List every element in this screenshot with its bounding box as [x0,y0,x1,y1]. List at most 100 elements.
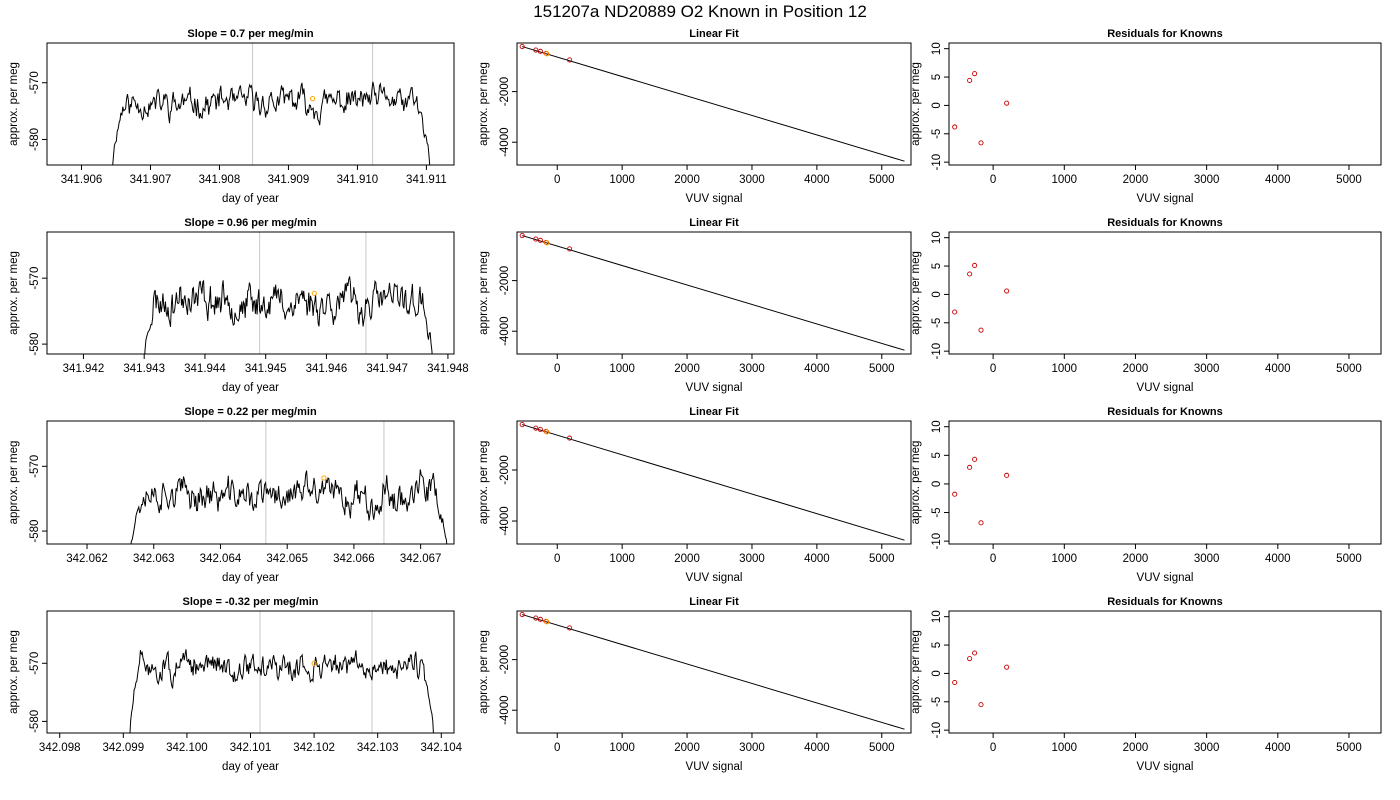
plot-area [519,232,905,351]
y-tick-label: -2000 [499,455,511,484]
x-tick-label: 2000 [674,363,700,375]
y-axis-label: approx. per meg [8,630,20,714]
data-point-0 [519,611,525,618]
y-tick-label: -580 [29,710,41,733]
highlight-point [544,240,550,246]
x-tick-label: 4000 [1265,363,1291,375]
x-tick-label: 342.062 [66,553,108,565]
x-tick-label: 2000 [674,742,700,754]
y-axis-label: approx. per meg [8,441,20,525]
x-tick-label: 342.098 [39,742,81,754]
x-tick-label: 341.948 [427,363,469,375]
panel-frame [948,231,1382,355]
x-tick-label: 5000 [1336,742,1362,754]
panel-r0-c0: Slope = 0.7 per meg/min 341.906 341.907 341… [8,28,455,205]
panel-title: Linear Fit [689,28,739,40]
orange-marker [311,290,317,296]
orange-marker [311,660,317,666]
fit-line [522,424,905,541]
y-tick-label: -580 [29,128,41,151]
panel-r2-c0: Slope = 0.22 per meg/min 342.062 342.063 34… [8,406,455,584]
x-axis-label: VUV signal [686,382,743,394]
x-tick-label: 342.063 [133,553,175,565]
x-tick-label: 0 [554,174,560,186]
panel-r0-c1: Linear Fit 0 1000 2000 3000 4000 5000 -4000 -200… [478,28,912,205]
data-point-4 [567,625,573,631]
panel-title: Residuals for Knowns [1107,596,1223,608]
x-axis-label: VUV signal [1137,572,1194,584]
x-tick-label: 4000 [1265,742,1291,754]
x-tick-label: 3000 [1194,363,1220,375]
data-point-2 [972,71,978,77]
signal-line [130,469,448,544]
x-tick-label: 5000 [1336,174,1362,186]
x-tick-label: 2000 [1123,174,1149,186]
x-tick-label: 342.102 [293,742,335,754]
signal-line [112,81,431,165]
highlight-point [544,429,550,435]
x-tick-label: 4000 [804,363,830,375]
x-tick-label: 4000 [1265,553,1291,565]
data-point-4 [567,435,573,441]
x-tick-label: 5000 [869,174,895,186]
y-axis-label: approx. per meg [478,251,490,335]
x-tick-label: 5000 [869,363,895,375]
panel-frame [46,420,455,545]
y-axis-label: approx. per meg [478,441,490,525]
x-tick-label: 2000 [674,553,700,565]
data-point-1 [967,77,973,84]
y-tick-label: -5 [931,318,943,328]
panels: Slope = 0.7 per meg/min 341.906 341.907 341… [8,28,1382,773]
fit-line [522,235,905,351]
data-point-0 [952,679,958,686]
x-tick-label: 5000 [1336,553,1362,565]
panel-r1-c1: Linear Fit 0 1000 2000 3000 4000 5000 -4000 -200… [478,217,912,394]
x-tick-label: 342.104 [420,742,462,754]
y-axis-label: approx. per meg [8,251,20,335]
plot-area [112,43,431,165]
x-tick-label: 342.101 [230,742,272,754]
y-axis-label: approx. per meg [910,630,922,714]
data-point-3 [978,702,984,708]
fit-line [522,46,905,162]
x-axis-label: day of year [222,382,279,394]
x-tick-label: 341.947 [366,363,408,375]
data-point-4 [1004,288,1010,294]
x-tick-label: 341.908 [199,174,241,186]
y-tick-label: -2000 [499,77,511,106]
x-tick-label: 342.103 [357,742,399,754]
panel-r1-c2: Residuals for Knowns 0 1000 2000 3000 4000 500… [910,217,1382,394]
x-tick-label: 341.909 [268,174,310,186]
data-point-2 [537,237,543,243]
panel-frame [46,231,455,355]
y-tick-label: -2000 [499,266,511,295]
x-tick-label: 342.064 [200,553,242,565]
panel-r2-c2: Residuals for Knowns 0 1000 2000 3000 4000 500… [910,406,1382,584]
panel-r3-c2: Residuals for Knowns 0 1000 2000 3000 4000 500… [910,596,1382,773]
data-point-4 [567,246,573,252]
panel-frame [516,420,912,545]
x-axis-label: day of year [222,193,279,205]
x-tick-label: 5000 [869,553,895,565]
y-tick-label: -10 [931,154,943,171]
highlight-point [544,619,550,625]
panel-r3-c1: Linear Fit 0 1000 2000 3000 4000 5000 -4000 -200… [478,596,912,773]
data-point-1 [533,236,539,242]
data-point-0 [952,124,958,130]
plot-area [519,422,905,541]
x-tick-label: 4000 [804,174,830,186]
x-tick-label: 1000 [609,363,635,375]
x-tick-label: 341.946 [306,363,348,375]
x-tick-label: 1000 [1051,174,1077,186]
data-point-2 [972,262,978,269]
x-tick-label: 4000 [804,553,830,565]
panel-frame [516,42,912,166]
data-point-3 [978,140,984,146]
x-tick-label: 341.910 [337,174,379,186]
plot-area [952,71,1010,146]
y-tick-label: -570 [29,71,41,94]
y-tick-label: 5 [931,642,943,648]
panel-r1-c0: Slope = 0.96 per meg/min 341.942 341.943 34… [8,217,469,394]
x-tick-label: 341.906 [61,174,103,186]
